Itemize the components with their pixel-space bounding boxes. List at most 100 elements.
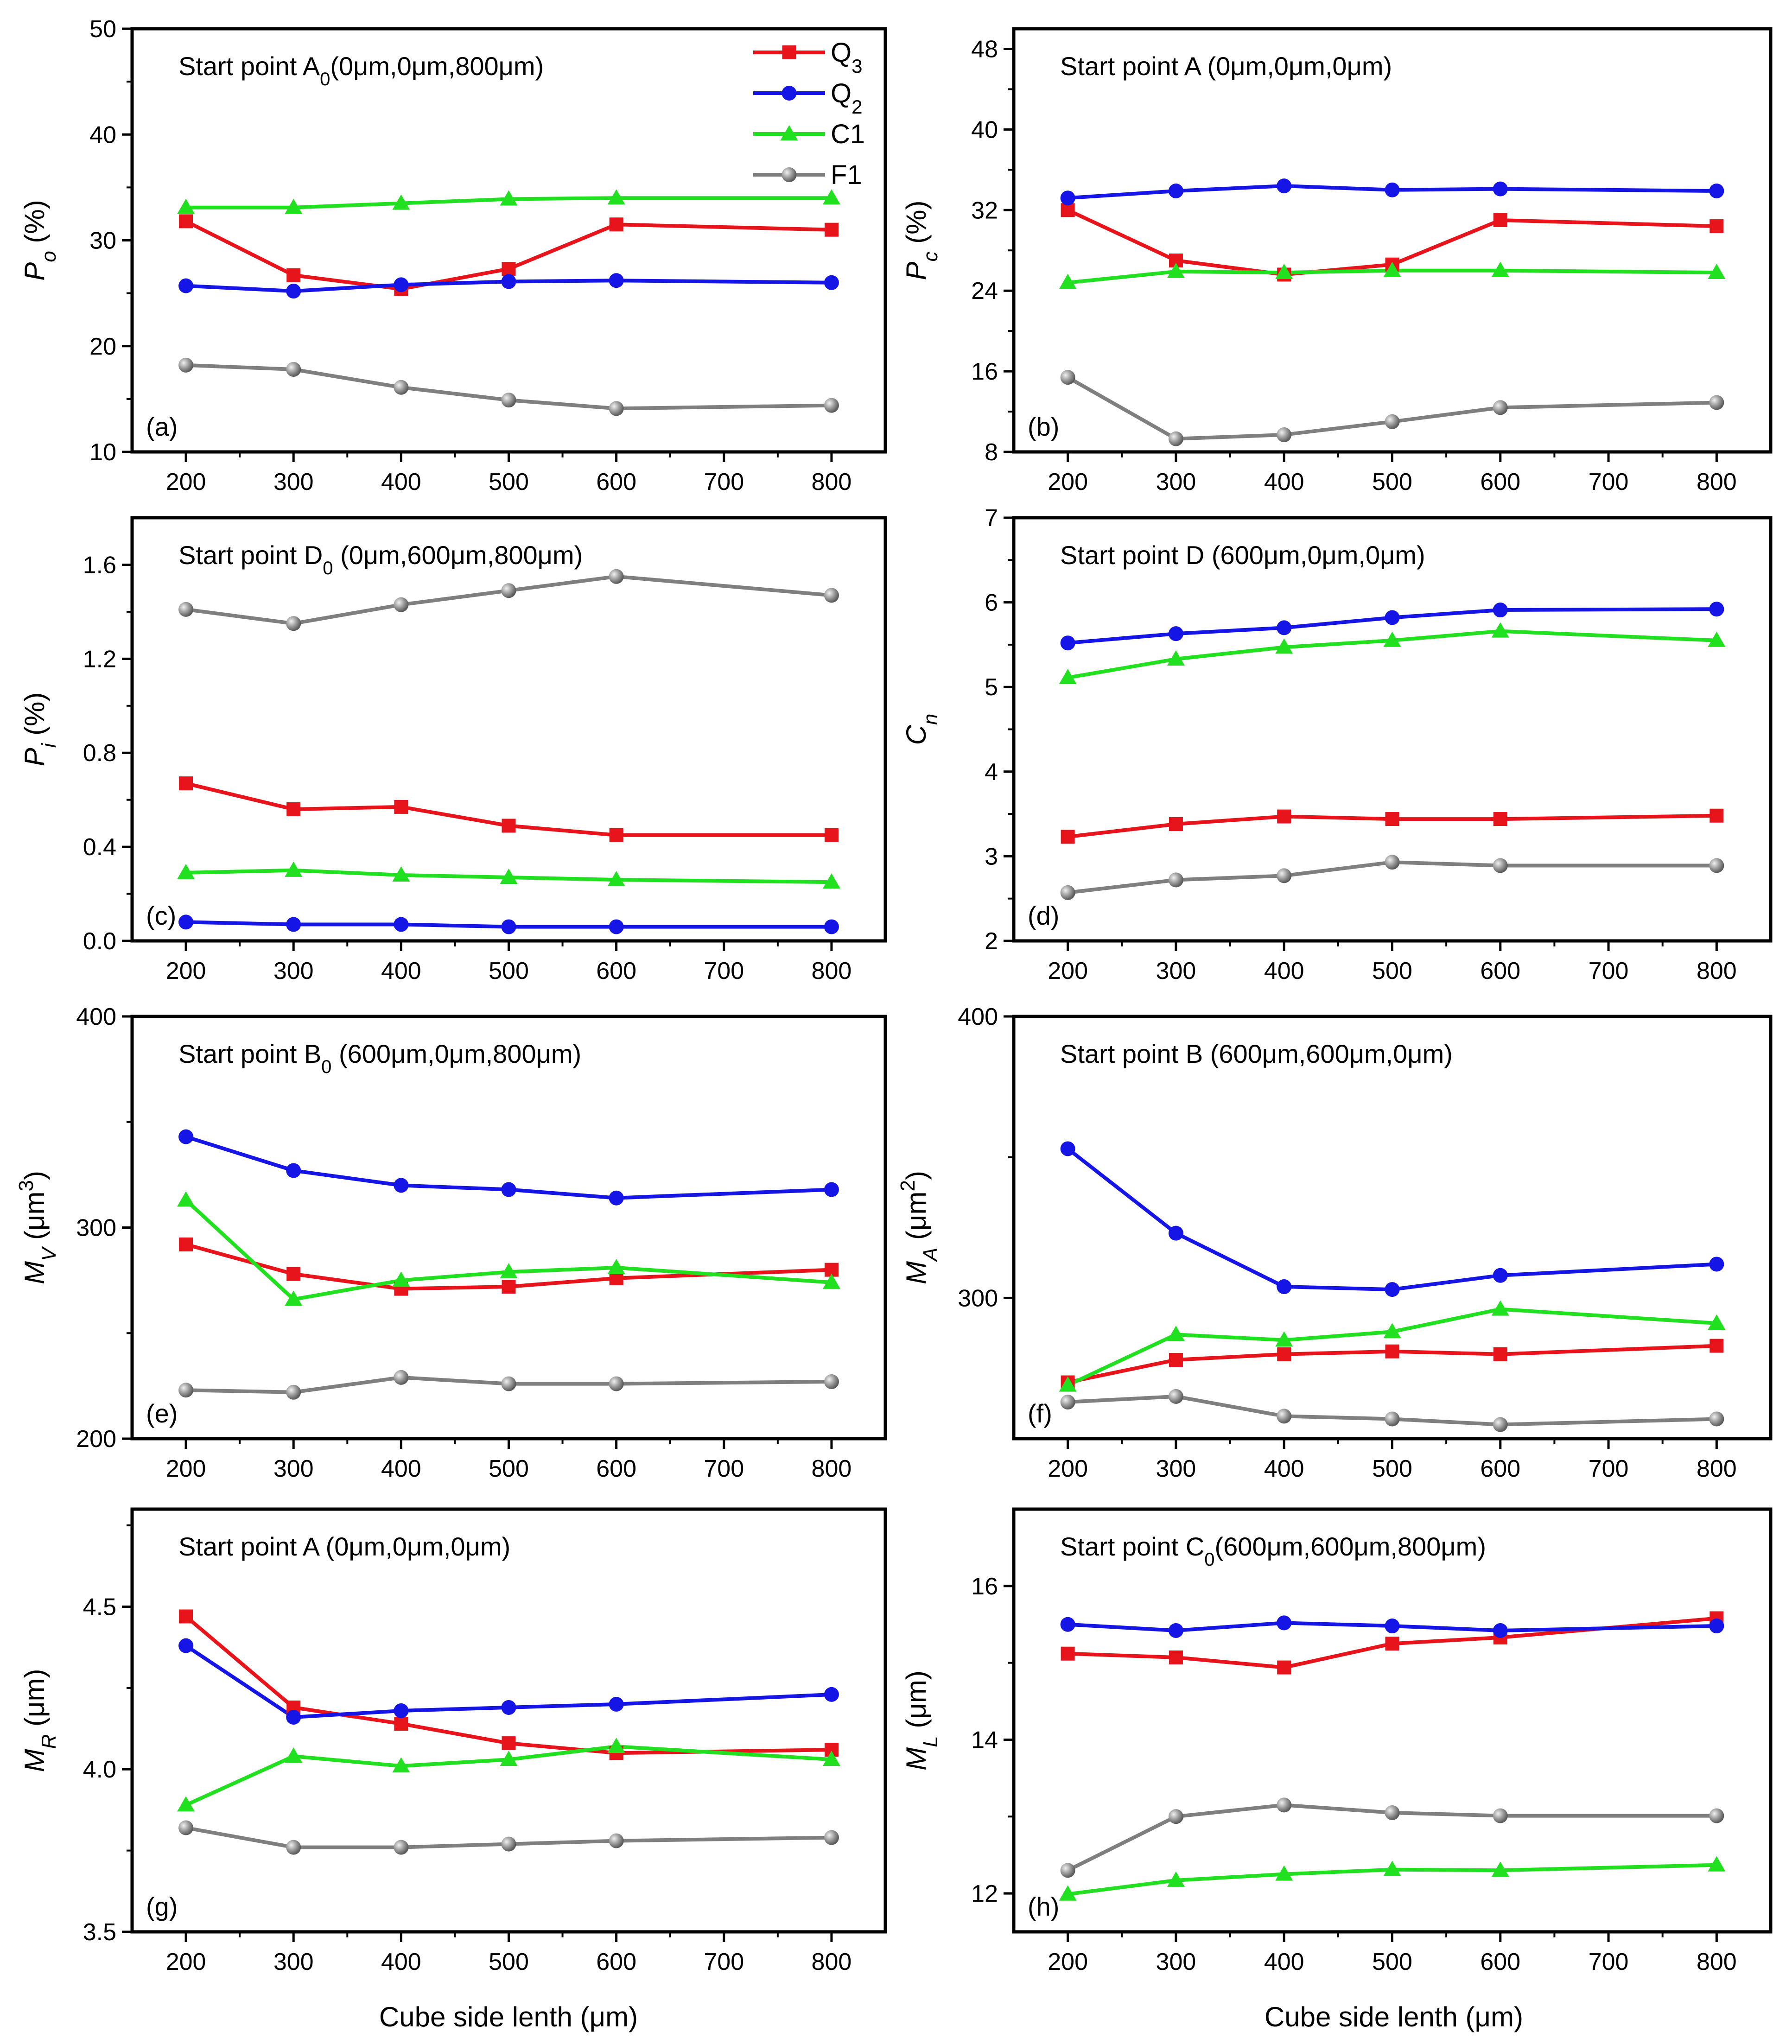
data-point-f1 (1385, 1411, 1400, 1427)
data-point-q2 (1493, 603, 1508, 618)
panel-e: 200 300 400 500 600 700 800 200 300 400 Start poin… (15, 1003, 887, 1482)
data-point-c1 (1167, 262, 1185, 278)
data-point-c1 (392, 1271, 410, 1287)
legend-label: Q3 (831, 38, 862, 77)
x-tick-label: 800 (812, 958, 852, 984)
data-point-c1 (1167, 1326, 1185, 1341)
x-tick-label: 200 (166, 469, 206, 495)
y-tick-label: 0.0 (83, 928, 116, 955)
y-tick-label: 14 (971, 1727, 998, 1753)
data-point-f1 (1493, 858, 1508, 873)
data-point-q2 (1168, 1623, 1183, 1638)
x-tick-label: 800 (1697, 1455, 1737, 1482)
y-axis-label: MV (μm3) (15, 1171, 60, 1284)
data-point-c1 (1275, 638, 1293, 654)
x-tick-label: 400 (381, 958, 421, 984)
data-point-c1 (177, 863, 195, 879)
data-point-f1 (609, 401, 624, 416)
x-tick-label: 300 (1156, 1949, 1196, 1975)
data-point-q3 (1169, 1352, 1183, 1367)
x-tick-label: 200 (1048, 1455, 1088, 1482)
data-point-f1 (1277, 1409, 1292, 1424)
start-point-annotation: Start point B (600μm,600μm,0μm) (1060, 1039, 1453, 1068)
x-tick-label: 400 (1264, 1949, 1304, 1975)
y-tick-label: 7 (985, 505, 998, 532)
data-point-q3 (179, 214, 193, 229)
data-point-f1 (178, 1383, 194, 1398)
data-point-f1 (286, 1384, 301, 1400)
x-tick-label: 500 (489, 1455, 529, 1482)
y-axis-label: MR (μm) (19, 1669, 60, 1772)
series-line-q3 (1068, 1616, 1717, 1669)
data-point-c1 (1708, 264, 1726, 279)
data-point-q2 (1493, 1268, 1508, 1283)
series-line-c1 (1067, 629, 1717, 680)
data-point-c1 (1275, 1331, 1293, 1347)
series-line-f1 (1068, 860, 1717, 895)
data-point-q2 (1060, 1617, 1075, 1632)
x-tick-label: 300 (273, 1949, 314, 1975)
data-point-c1 (177, 198, 195, 214)
data-point-f1 (501, 1376, 516, 1391)
y-tick-label: 50 (89, 16, 116, 43)
x-tick-label: 400 (1264, 1455, 1304, 1482)
data-point-q3 (394, 800, 408, 814)
data-point-c1 (1059, 1376, 1077, 1392)
data-point-c1 (607, 189, 625, 205)
data-point-c1 (607, 1259, 625, 1275)
legend-marker-q2 (782, 86, 797, 101)
data-point-c1 (285, 198, 303, 214)
data-point-c1 (500, 190, 518, 206)
data-point-q3 (1385, 1637, 1399, 1651)
y-axis-label: MA (μm2) (896, 1171, 942, 1284)
y-tick-label: 32 (971, 197, 998, 224)
x-tick-label: 700 (1589, 958, 1629, 984)
series-line-q3 (184, 1615, 832, 1755)
data-point-f1 (609, 1833, 624, 1848)
series-line-f1 (185, 1826, 832, 1849)
y-axis-label: ML (μm) (901, 1670, 942, 1771)
data-point-q2 (178, 1129, 194, 1144)
data-point-q2 (609, 919, 624, 934)
plot-frame (130, 1507, 887, 1934)
x-tick-label: 700 (704, 1455, 744, 1482)
x-tick-label: 800 (1697, 1949, 1737, 1975)
data-point-f1 (178, 602, 194, 617)
x-tick-label: 500 (1372, 1949, 1412, 1975)
y-axis-label: Pc (%) (901, 200, 942, 280)
x-tick-label: 200 (1048, 1949, 1088, 1975)
x-tick-label: 600 (596, 958, 636, 984)
data-point-q2 (609, 1696, 624, 1712)
panel-label: (b) (1028, 412, 1059, 441)
data-point-c1 (1383, 631, 1401, 647)
series-line-f1 (1068, 1394, 1717, 1427)
data-point-f1 (1277, 868, 1292, 883)
data-point-q2 (1277, 1279, 1292, 1295)
data-point-f1 (1277, 1797, 1292, 1813)
y-tick-label: 4.5 (83, 1593, 116, 1620)
data-point-q2 (501, 1700, 516, 1715)
data-point-q2 (1060, 190, 1075, 206)
data-point-q3 (502, 262, 516, 276)
data-point-c1 (1383, 1860, 1401, 1876)
x-tick-label: 600 (596, 469, 636, 495)
series-line-q2 (1068, 1621, 1717, 1632)
data-point-c1 (1491, 261, 1509, 277)
data-point-f1 (1277, 427, 1292, 443)
data-point-q2 (1385, 1619, 1400, 1634)
y-tick-label: 1.2 (83, 646, 116, 673)
data-point-c1 (285, 1290, 303, 1306)
data-point-q3 (1709, 219, 1724, 234)
data-point-f1 (394, 597, 409, 612)
data-point-c1 (1708, 1314, 1726, 1330)
data-point-q2 (609, 1190, 624, 1206)
panel-d: 200 300 400 500 600 700 800 2 3 4 5 6 7 Start point D… (901, 505, 1773, 984)
series-line-q2 (186, 920, 832, 929)
data-point-f1 (824, 588, 839, 603)
data-point-f1 (1060, 1863, 1075, 1878)
x-tick-label: 500 (1372, 958, 1412, 984)
data-point-q3 (1169, 1650, 1183, 1665)
x-tick-label: 300 (273, 469, 314, 495)
x-tick-label: 600 (1480, 1455, 1520, 1482)
series-line-q2 (185, 279, 832, 293)
